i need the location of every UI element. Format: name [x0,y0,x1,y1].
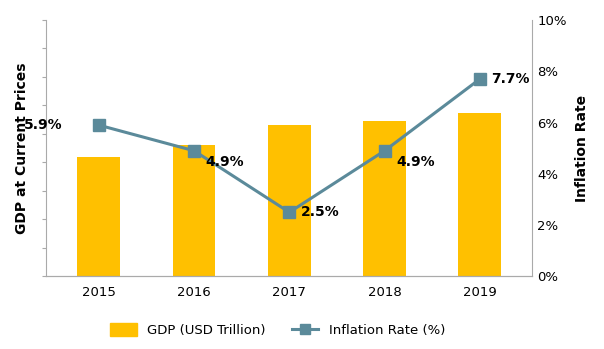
Text: 4.9%: 4.9% [396,155,435,169]
Bar [173,145,216,276]
Bar [363,121,406,276]
Y-axis label: GDP at Current Prices: GDP at Current Prices [15,62,29,234]
Bar [268,125,311,276]
Text: 2.5%: 2.5% [301,205,339,219]
Text: 4.9%: 4.9% [205,155,244,169]
Legend: GDP (USD Trillion), Inflation Rate (%): GDP (USD Trillion), Inflation Rate (%) [105,318,451,342]
Bar [458,113,501,276]
Bar [77,157,120,276]
Y-axis label: Inflation Rate: Inflation Rate [575,95,589,202]
Text: 5.9%: 5.9% [24,118,63,132]
Text: 7.7%: 7.7% [491,72,530,86]
